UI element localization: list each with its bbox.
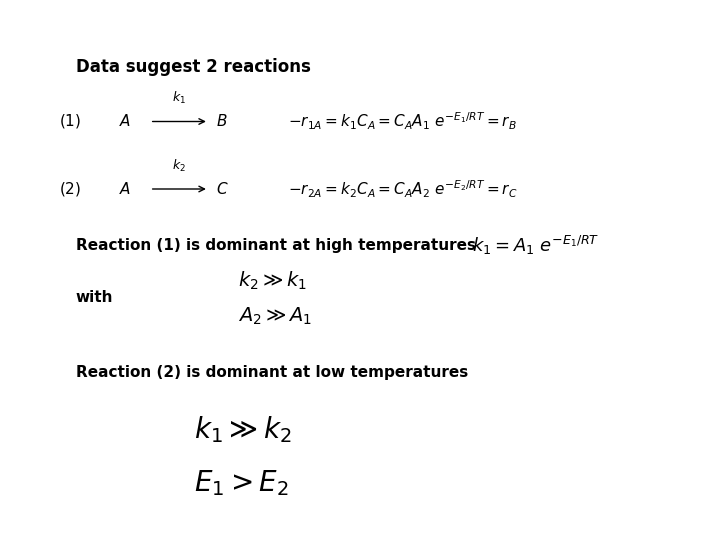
Text: $A$: $A$ — [119, 181, 131, 197]
Text: $k_1 = A_1 \ e^{-E_1/RT}$: $k_1 = A_1 \ e^{-E_1/RT}$ — [472, 234, 599, 257]
Text: $E_1 > E_2$: $E_1 > E_2$ — [194, 468, 289, 498]
Text: $A$: $A$ — [119, 113, 131, 130]
Text: Reaction (1) is dominant at high temperatures: Reaction (1) is dominant at high tempera… — [76, 238, 476, 253]
Text: $(2)$: $(2)$ — [59, 180, 81, 198]
Text: $-r_{2A} = k_2C_A = C_A A_2 \ e^{-E_2/RT} = r_C$: $-r_{2A} = k_2C_A = C_A A_2 \ e^{-E_2/RT… — [288, 178, 518, 200]
Text: $k_2 \gg k_1$: $k_2 \gg k_1$ — [238, 269, 307, 292]
Text: $k_1 \gg k_2$: $k_1 \gg k_2$ — [194, 414, 292, 445]
Text: Data suggest 2 reactions: Data suggest 2 reactions — [76, 58, 310, 77]
Text: $A_2 \gg A_1$: $A_2 \gg A_1$ — [238, 305, 312, 327]
Text: $B$: $B$ — [216, 113, 228, 130]
Text: $C$: $C$ — [216, 181, 228, 197]
Text: $-r_{1A} = k_1C_A = C_A A_1 \ e^{-E_1/RT} = r_B$: $-r_{1A} = k_1C_A = C_A A_1 \ e^{-E_1/RT… — [288, 111, 517, 132]
Text: with: with — [76, 289, 113, 305]
Text: $(1)$: $(1)$ — [59, 112, 81, 131]
Text: $k_1$: $k_1$ — [172, 90, 186, 106]
Text: $k_2$: $k_2$ — [172, 158, 186, 174]
Text: Reaction (2) is dominant at low temperatures: Reaction (2) is dominant at low temperat… — [76, 365, 468, 380]
